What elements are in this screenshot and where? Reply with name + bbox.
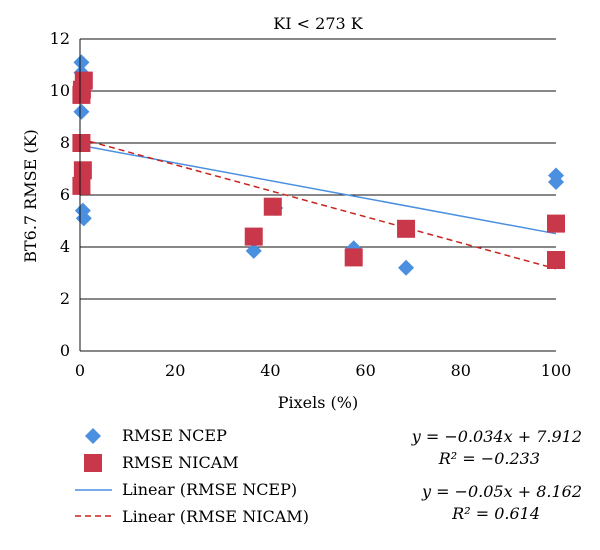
trendline-equations: y = −0.034x + 7.912 R² = −0.233 y = −0.0… [411,427,582,523]
trendline-nicam [79,138,557,270]
data-point-nicam [263,197,282,216]
x-axis-label: Pixels (%) [278,393,358,412]
y-axis-label: BT6.7 RMSE (K) [21,129,40,263]
trendlines [79,138,557,270]
r2-ncep: R² = −0.233 [438,449,540,468]
x-tick-label: 60 [355,361,375,380]
y-tick-label: 6 [60,185,70,204]
data-point-nicam [244,227,263,246]
data-point-nicam [73,161,92,180]
equation-ncep: y = −0.034x + 7.912 [411,427,582,446]
y-tick-label: 10 [50,81,70,100]
data-point-ncep [398,259,415,276]
legend-item-ncep: RMSE NCEP [85,426,227,445]
data-point-ncep [245,242,262,259]
legend-label-ncep: RMSE NCEP [122,426,227,445]
legend-item-nicam: RMSE NICAM [84,453,239,472]
legend-item-linear-ncep: Linear (RMSE NCEP) [75,480,297,499]
data-point-ncep [73,103,90,120]
r2-nicam: R² = 0.614 [451,504,540,523]
x-tick-label: 20 [165,361,185,380]
x-tick-label: 100 [541,361,572,380]
legend-label-linear-nicam: Linear (RMSE NICAM) [122,507,309,526]
data-point-ncep [548,174,564,190]
legend-item-linear-nicam: Linear (RMSE NICAM) [75,507,309,526]
data-point-nicam [344,248,363,267]
equation-nicam: y = −0.05x + 8.162 [421,482,582,501]
data-point-ncep [73,54,90,71]
legend: RMSE NCEP RMSE NICAM Linear (RMSE NCEP) … [75,426,309,526]
legend-label-linear-ncep: Linear (RMSE NCEP) [122,480,297,499]
axes [79,39,556,352]
data-point-nicam [397,219,416,238]
data-point-nicam [72,85,91,104]
tick-labels: 0 2 4 6 8 10 12 0 20 40 60 80 100 [50,29,572,380]
legend-marker-ncep [85,428,101,444]
y-tick-label: 0 [60,341,70,360]
legend-marker-nicam [84,454,102,472]
chart-title: KI < 273 K [273,14,363,33]
data-point-nicam [72,176,91,195]
y-tick-label: 12 [50,29,70,48]
legend-label-nicam: RMSE NICAM [122,453,239,472]
data-point-nicam [72,134,91,152]
gridlines [80,38,556,300]
data-point-nicam [547,214,565,233]
x-tick-label: 80 [451,361,471,380]
x-tick-label: 40 [260,361,280,380]
x-tick-label: 0 [75,361,85,380]
y-tick-label: 8 [60,133,70,152]
data-points [72,54,565,276]
y-tick-label: 2 [60,289,70,308]
y-tick-label: 4 [60,237,70,256]
data-point-nicam [547,251,565,269]
